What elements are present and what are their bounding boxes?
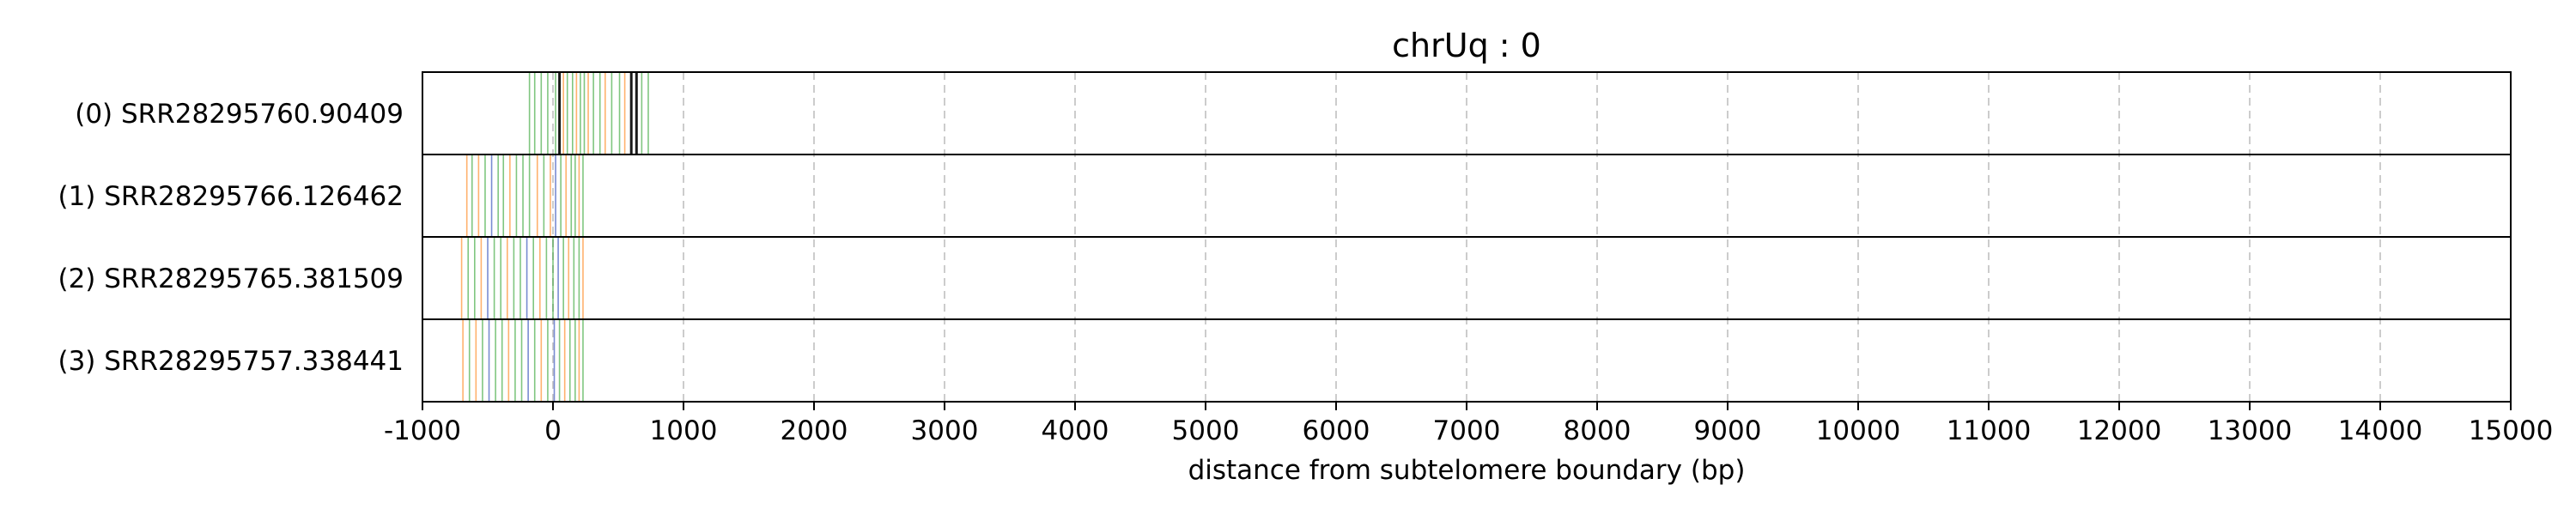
x-tick-label: 3000: [911, 415, 979, 446]
track-label: (2) SRR28295765.381509: [58, 264, 404, 294]
x-tick-label: 6000: [1303, 415, 1370, 446]
x-tick-label: 11000: [1947, 415, 2032, 446]
x-tick-label: 1000: [650, 415, 718, 446]
track-labels: (0) SRR28295760.90409 (1) SRR28295766.126…: [58, 99, 404, 377]
track-label: (0) SRR28295760.90409: [75, 99, 404, 130]
track-label: (1) SRR28295766.126462: [58, 181, 404, 212]
x-tick-label: -1000: [384, 415, 461, 446]
x-tick-label: 2000: [781, 415, 848, 446]
x-tick-label: 15000: [2469, 415, 2554, 446]
track-label: (3) SRR28295757.338441: [58, 346, 404, 377]
x-tick-label: 8000: [1564, 415, 1631, 446]
x-tick-label: 7000: [1433, 415, 1501, 446]
x-tick-label: 10000: [1816, 415, 1901, 446]
x-axis-ticks: -1000 0 1000 2000 3000 4000 5000 6000 7000 8000 90…: [384, 402, 2553, 446]
x-axis-label: distance from subtelomere boundary (bp): [1188, 455, 1746, 486]
track-frames: [422, 71, 2512, 403]
x-tick-label: 5000: [1172, 415, 1240, 446]
x-tick-label: 13000: [2208, 415, 2293, 446]
event-lines: [460, 73, 649, 401]
x-tick-label: 9000: [1694, 415, 1762, 446]
x-tick-label: 4000: [1042, 415, 1109, 446]
x-tick-label: 12000: [2077, 415, 2162, 446]
chart-title: chrUq : 0: [1392, 27, 1541, 64]
grid-lines: [552, 72, 2381, 402]
x-tick-label: 14000: [2338, 415, 2423, 446]
x-tick-label: 0: [544, 415, 562, 446]
